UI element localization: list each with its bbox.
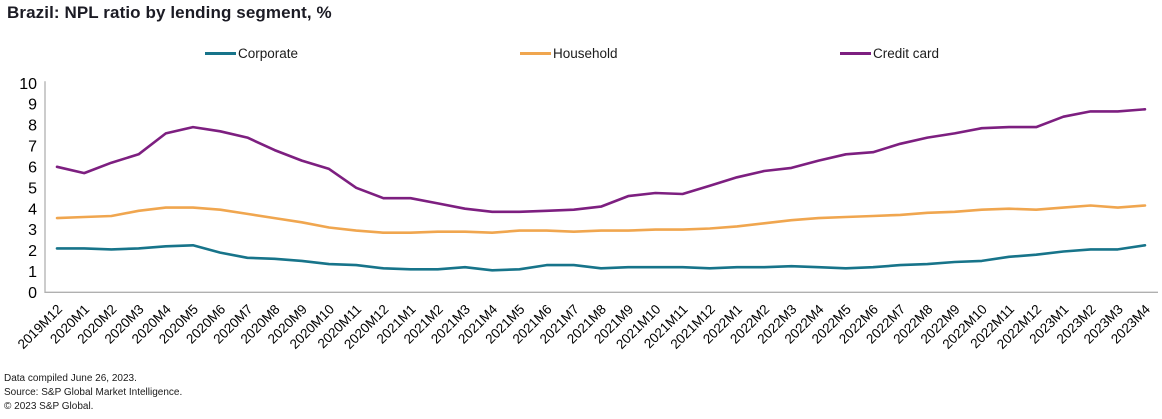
legend-label-corporate: Corporate bbox=[238, 45, 299, 61]
legend-item-household: Household bbox=[520, 44, 618, 62]
footnote-compiled: Data compiled June 26, 2023. bbox=[4, 373, 137, 384]
series-line-corporate bbox=[55, 244, 1147, 272]
y-tick-label: 7 bbox=[28, 139, 37, 156]
axis-lines bbox=[44, 81, 1158, 293]
y-tick-label: 8 bbox=[28, 118, 37, 135]
y-tick-label: 2 bbox=[28, 243, 37, 260]
legend-item-credit-card: Credit card bbox=[840, 44, 939, 62]
household-line-swatch bbox=[520, 51, 551, 55]
line-chart: 0123456789102019M122020M12020M22020M3202… bbox=[15, 76, 1158, 352]
legend-label-credit-card: Credit card bbox=[873, 45, 940, 61]
y-tick-label: 3 bbox=[28, 222, 37, 239]
y-tick-label: 6 bbox=[28, 159, 37, 176]
series-line-credit-card bbox=[55, 108, 1147, 214]
series-line-household bbox=[55, 204, 1147, 234]
y-tick-label: 1 bbox=[28, 264, 37, 281]
y-tick-label: 10 bbox=[19, 76, 37, 93]
credit-card-line-swatch bbox=[840, 51, 871, 55]
y-tick-label: 0 bbox=[28, 285, 37, 302]
corporate-line-swatch bbox=[205, 51, 236, 55]
y-tick-label: 5 bbox=[28, 180, 37, 197]
legend: Corporate Household Credit card bbox=[0, 44, 1162, 62]
y-tick-label: 9 bbox=[28, 97, 37, 114]
footnote-source: Source: S&P Global Market Intelligence. bbox=[4, 387, 183, 398]
chart-title: Brazil: NPL ratio by lending segment, % bbox=[7, 3, 332, 22]
y-tick-label: 4 bbox=[28, 201, 37, 218]
legend-item-corporate: Corporate bbox=[205, 44, 298, 62]
footnote-copyright: © 2023 S&P Global. bbox=[4, 401, 94, 412]
legend-label-household: Household bbox=[553, 45, 618, 61]
chart-footnotes: Data compiled June 26, 2023. Source: S&P… bbox=[4, 372, 182, 414]
